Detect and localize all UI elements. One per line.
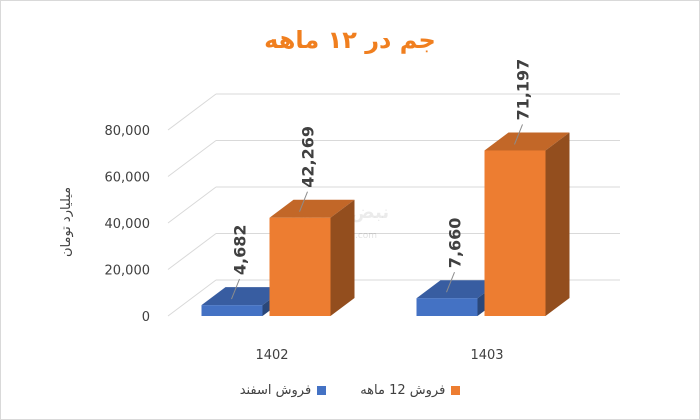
legend-item-12month: فروش 12 ماهه (360, 383, 461, 398)
data-label-leader (514, 124, 523, 145)
data-label: 7,660 (446, 218, 465, 269)
legend-swatch-esfand (317, 386, 327, 395)
side-gridline (167, 186, 217, 224)
data-label: 71,197 (514, 59, 533, 121)
bar-top-face (484, 132, 570, 151)
y-axis-title: میلیارد تومان (59, 187, 74, 257)
y-tick-label: 20,000 (105, 264, 151, 279)
side-gridline (167, 93, 217, 131)
bar (416, 298, 478, 316)
bar-top-face (416, 280, 502, 299)
y-tick-label: 60,000 (105, 171, 151, 186)
y-tick-label: 80,000 (105, 124, 151, 139)
bar-side-face (545, 132, 570, 316)
y-tick-label: 40,000 (105, 217, 151, 232)
legend-item-esfand: فروش اسفند (240, 383, 327, 398)
bar-top-face (269, 199, 355, 218)
chart-title: جم در ۱۲ ماهه (264, 26, 436, 54)
side-gridline (167, 233, 217, 270)
legend-label-esfand: فروش اسفند (239, 383, 312, 398)
bar-top-face (201, 287, 287, 306)
data-label-leader (299, 191, 308, 212)
x-tick-label: 1402 (255, 348, 288, 363)
legend-label-12month: فروش 12 ماهه (360, 383, 446, 398)
data-label-leader (446, 272, 455, 293)
legend-swatch-12month (451, 386, 461, 395)
data-label: 42,269 (299, 126, 318, 188)
side-gridline (167, 279, 217, 317)
data-label: 4,682 (231, 225, 250, 276)
chart-legend: فروش اسفند فروش 12 ماهه (0, 383, 700, 398)
bar-side-face (330, 199, 355, 316)
bar (484, 150, 546, 316)
bar (269, 217, 331, 316)
data-label-leader (231, 278, 240, 300)
x-tick-label: 1403 (470, 348, 503, 363)
y-tick-label: 0 (142, 310, 150, 325)
bar (201, 305, 263, 316)
side-gridline (167, 140, 217, 177)
